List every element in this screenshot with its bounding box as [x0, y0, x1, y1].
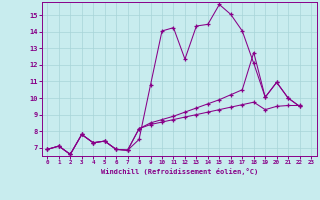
X-axis label: Windchill (Refroidissement éolien,°C): Windchill (Refroidissement éolien,°C) — [100, 168, 258, 175]
